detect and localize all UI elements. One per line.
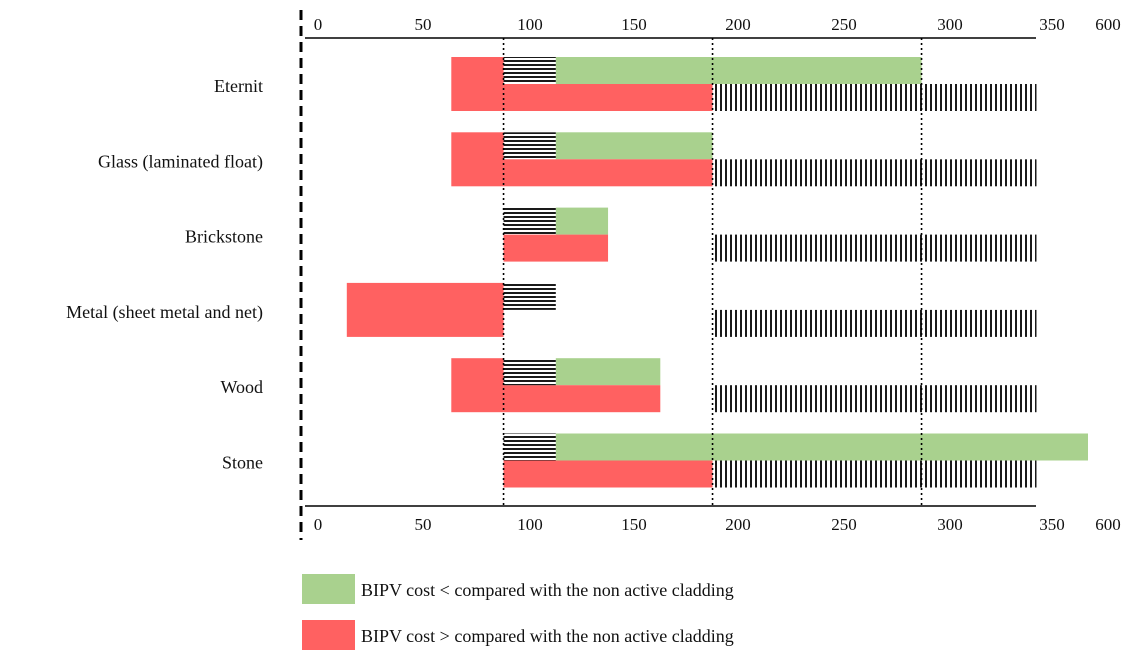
category-label: Eternit	[214, 76, 263, 96]
category-label: Brickstone	[185, 227, 263, 247]
bar-red-4	[451, 358, 503, 412]
bar-horizontal-hatch-5	[504, 434, 556, 461]
x-tick-label-bottom: 0	[314, 515, 323, 534]
bar-green-4	[556, 358, 661, 385]
x-tick-label-top: 250	[831, 15, 857, 34]
x-tick-label-bottom: 250	[831, 515, 857, 534]
x-tick-label-top: 0	[314, 15, 323, 34]
bar-red-4	[504, 385, 661, 412]
category-label: Wood	[220, 377, 263, 397]
bar-red-1	[451, 132, 503, 186]
category-label: Glass (laminated float)	[98, 151, 263, 172]
bar-green-5	[556, 434, 1088, 461]
x-tick-label-top: 600	[1095, 15, 1121, 34]
category-label: Stone	[222, 453, 263, 473]
legend-swatch-1	[302, 620, 355, 650]
bar-vertical-hatch-1	[713, 159, 1037, 186]
x-tick-label-bottom: 350	[1039, 515, 1065, 534]
x-tick-label-bottom: 600	[1095, 515, 1121, 534]
legend: BIPV cost < compared with the non active…	[302, 574, 734, 650]
bar-vertical-hatch-4	[713, 385, 1037, 412]
bar-horizontal-hatch-2	[504, 208, 556, 235]
bar-red-0	[504, 84, 713, 111]
bar-green-1	[556, 132, 713, 159]
bar-red-2	[504, 235, 609, 262]
x-tick-label-bottom: 150	[621, 515, 647, 534]
bar-green-2	[556, 208, 608, 235]
bar-red-5	[504, 461, 713, 488]
legend-swatch-0	[302, 574, 355, 604]
bar-green-0	[556, 57, 922, 84]
bar-red-0	[451, 57, 503, 111]
bars-layer	[347, 57, 1088, 488]
x-tick-label-bottom: 50	[415, 515, 432, 534]
x-tick-label-top: 100	[517, 15, 543, 34]
x-tick-label-bottom: 300	[937, 515, 963, 534]
x-tick-label-top: 300	[937, 15, 963, 34]
bar-horizontal-hatch-3	[504, 283, 556, 310]
category-label: Metal (sheet metal and net)	[66, 302, 263, 323]
bar-vertical-hatch-0	[713, 84, 1037, 111]
x-tick-label-top: 150	[621, 15, 647, 34]
x-tick-label-top: 50	[415, 15, 432, 34]
bar-vertical-hatch-5	[713, 461, 1037, 488]
bar-red-3	[347, 283, 504, 337]
bar-horizontal-hatch-0	[504, 57, 556, 84]
x-tick-label-bottom: 200	[725, 515, 751, 534]
bar-horizontal-hatch-4	[504, 358, 556, 385]
legend-label-1: BIPV cost > compared with the non active…	[361, 626, 734, 646]
bar-horizontal-hatch-1	[504, 132, 556, 159]
x-tick-label-top: 200	[725, 15, 751, 34]
bar-vertical-hatch-2	[713, 235, 1037, 262]
bar-red-1	[504, 159, 713, 186]
x-tick-label-top: 350	[1039, 15, 1065, 34]
x-tick-label-bottom: 100	[517, 515, 543, 534]
legend-label-0: BIPV cost < compared with the non active…	[361, 580, 734, 600]
bar-vertical-hatch-3	[713, 310, 1037, 337]
